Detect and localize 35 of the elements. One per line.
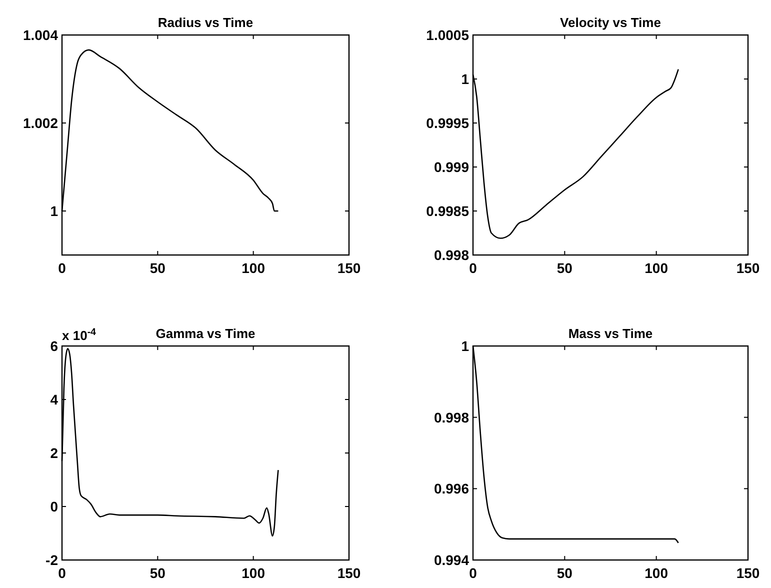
y-tick-label: 1 — [461, 71, 470, 87]
x-tick-label: 150 — [337, 260, 361, 276]
y-tick-label: 0.994 — [434, 552, 470, 568]
y-tick-label: 1 — [50, 203, 58, 219]
x-tick-label: 50 — [556, 565, 573, 581]
x-tick-label: 50 — [150, 565, 166, 581]
text: x 10$^{-4}$ — [62, 326, 97, 343]
y-tick-label: -2 — [46, 552, 58, 568]
y-tick-label: 1.004 — [22, 27, 58, 43]
x-tick-label: 100 — [644, 260, 668, 276]
y-tick-label: 0.996 — [434, 480, 470, 497]
x-tick-label: 150 — [736, 260, 760, 276]
chart-title: Mass vs Time — [568, 326, 653, 341]
x-tick-label: 50 — [150, 260, 166, 276]
y-tick-label: 0.9985 — [426, 203, 470, 219]
chart-title: Radius vs Time — [158, 15, 254, 30]
y-tick-label: 0.998 — [434, 409, 470, 426]
y-tick-label: 0.999 — [434, 159, 470, 175]
y-tick-label: 1.0005 — [426, 27, 470, 43]
y-tick-label: 0 — [50, 498, 58, 514]
y-tick-label: 4 — [50, 392, 58, 408]
y-tick-label: 1.002 — [22, 115, 58, 131]
y-tick-label: 6 — [50, 338, 58, 354]
y-tick-label: 1 — [461, 338, 470, 354]
x-tick-label: 150 — [736, 565, 760, 581]
x-tick-label: 150 — [337, 565, 361, 581]
x-tick-label: 100 — [644, 565, 668, 581]
chart-title: Gamma vs Time — [156, 326, 256, 341]
y-tick-label: 0.9995 — [426, 115, 470, 131]
y-tick-label: 2 — [50, 445, 58, 461]
y-tick-label: 0.998 — [434, 247, 470, 263]
x-tick-label: 100 — [242, 260, 266, 276]
x-tick-label: 50 — [556, 260, 573, 276]
chart-title: Velocity vs Time — [560, 15, 661, 30]
x-tick-label: 100 — [242, 565, 266, 581]
